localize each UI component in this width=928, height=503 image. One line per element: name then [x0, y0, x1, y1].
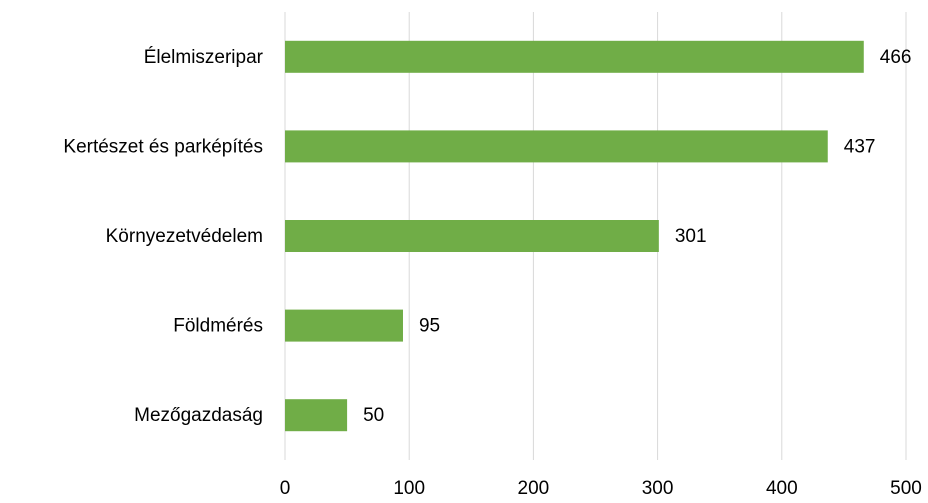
bar	[285, 399, 348, 432]
data-label: 50	[363, 405, 384, 426]
y-tick-label: Környezetvédelem	[106, 226, 263, 247]
x-tick-label: 0	[280, 478, 291, 498]
bar	[285, 309, 403, 342]
y-tick-label: Földmérés	[173, 316, 263, 337]
bar	[285, 130, 828, 163]
y-tick-label: Élelmiszeripar	[144, 47, 264, 68]
x-tick-label: 400	[766, 478, 798, 498]
data-label: 437	[844, 136, 876, 157]
x-tick-label: 100	[393, 478, 425, 498]
data-label: 301	[675, 226, 707, 247]
bar	[285, 220, 659, 252]
bar	[285, 40, 864, 73]
data-label: 466	[880, 47, 912, 68]
y-tick-label: Mezőgazdaság	[134, 405, 263, 426]
data-label: 95	[419, 316, 440, 337]
y-tick-label: Kertészet és parképítés	[63, 136, 263, 157]
x-tick-label: 500	[890, 478, 922, 498]
x-tick-label: 200	[518, 478, 550, 498]
x-tick-label: 300	[642, 478, 674, 498]
